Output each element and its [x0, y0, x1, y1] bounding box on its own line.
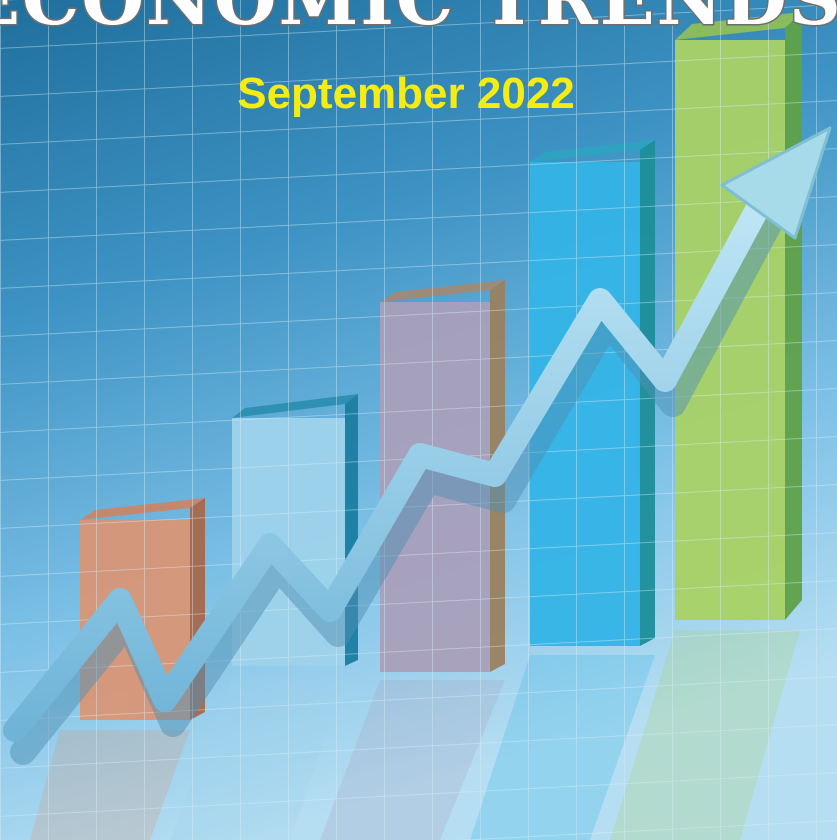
title: ECONOMIC TRENDS	[0, 0, 837, 41]
arrow-line	[3, 183, 777, 742]
subtitle: September 2022	[237, 69, 575, 118]
trend-arrow	[3, 126, 832, 765]
arrow-head	[720, 126, 832, 240]
